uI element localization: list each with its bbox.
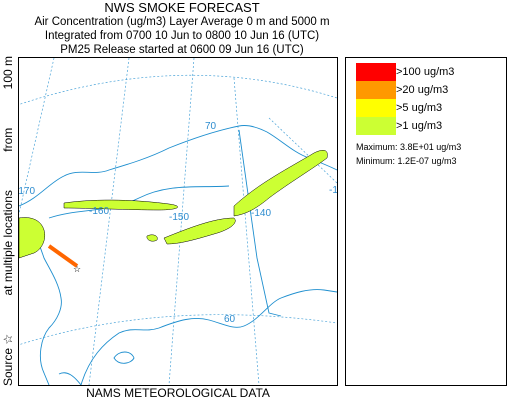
smoke-patch-small (146, 234, 158, 242)
legend-swatch-20 (356, 81, 396, 99)
lat-70-line (19, 74, 337, 106)
legend-label-20: >20 ug/m3 (396, 84, 449, 96)
alaska-peninsula (58, 372, 82, 385)
lon-140-line (233, 77, 260, 385)
lon-label-170: -170 (19, 186, 35, 197)
title-block: NWS SMOKE FORECAST Air Concentration (ug… (22, 0, 342, 57)
legend-row-5: >5 ug/m3 (356, 99, 442, 117)
lat-60-line (19, 314, 337, 346)
smoke-plume-north (63, 199, 178, 211)
lat-label-60: 60 (224, 314, 236, 325)
source-star-label: Source ☆ (1, 333, 15, 386)
map-svg: ☆ -170 -160 -150 -140 -130 70 60 (19, 58, 337, 385)
subtitle-concentration: Air Concentration (ug/m3) Layer Average … (34, 16, 330, 28)
legend-minimum: Minimum: 1.2E-07 ug/m3 (356, 156, 457, 166)
legend-swatch-5 (356, 99, 396, 117)
legend-label-100: >100 ug/m3 (396, 66, 455, 78)
height-label: 100 m (1, 56, 15, 90)
legend-row-20: >20 ug/m3 (356, 81, 448, 99)
kodiak-island (113, 351, 135, 364)
smoke-plume-central (163, 217, 236, 245)
legend-label-1: >1 ug/m3 (396, 120, 443, 132)
lon-label-150: -150 (169, 212, 189, 223)
border-line (238, 129, 282, 317)
legend-panel: >100 ug/m3 >20 ug/m3 >5 ug/m3 >1 ug/m3 M… (345, 57, 507, 386)
legend-maximum: Maximum: 3.8E+01 ug/m3 (356, 142, 462, 152)
subtitle-integration: Integrated from 0700 10 Jun to 0800 10 J… (44, 30, 320, 42)
legend-row-100: >100 ug/m3 (356, 63, 454, 81)
map-panel: ☆ -170 -160 -150 -140 -130 70 60 (18, 57, 338, 386)
subtitle-release: PM25 Release started at 0600 09 Jun 16 (… (60, 44, 304, 56)
lon-160-line (88, 58, 130, 385)
source-label: Source ☆ at multiple locations from 100 … (1, 56, 17, 386)
river-yukon (48, 185, 230, 219)
smoke-plume-east (233, 150, 328, 217)
alaska-south-coast (80, 289, 337, 385)
source-star-icon: ☆ (73, 264, 81, 274)
map-title: NWS SMOKE FORECAST (104, 0, 260, 15)
data-source-label: NAMS METEOROLOGICAL DATA (86, 386, 270, 400)
smoke-source-west (19, 217, 45, 259)
legend-label-5: >5 ug/m3 (396, 102, 443, 114)
locations-label: at multiple locations (1, 190, 15, 296)
legend-row-1: >1 ug/m3 (356, 117, 442, 135)
lon-label-160: -160 (89, 206, 109, 217)
from-label: from (1, 127, 15, 152)
lon-label-140: -140 (251, 208, 271, 219)
lon-150-line (168, 58, 195, 385)
smoke-stream-high (47, 244, 79, 268)
legend-swatch-100 (356, 63, 396, 81)
lat-label-70: 70 (205, 121, 217, 132)
alaska-north-coast (19, 125, 268, 207)
legend-swatch-1 (356, 117, 396, 135)
lon-label-130: -130 (329, 185, 337, 196)
